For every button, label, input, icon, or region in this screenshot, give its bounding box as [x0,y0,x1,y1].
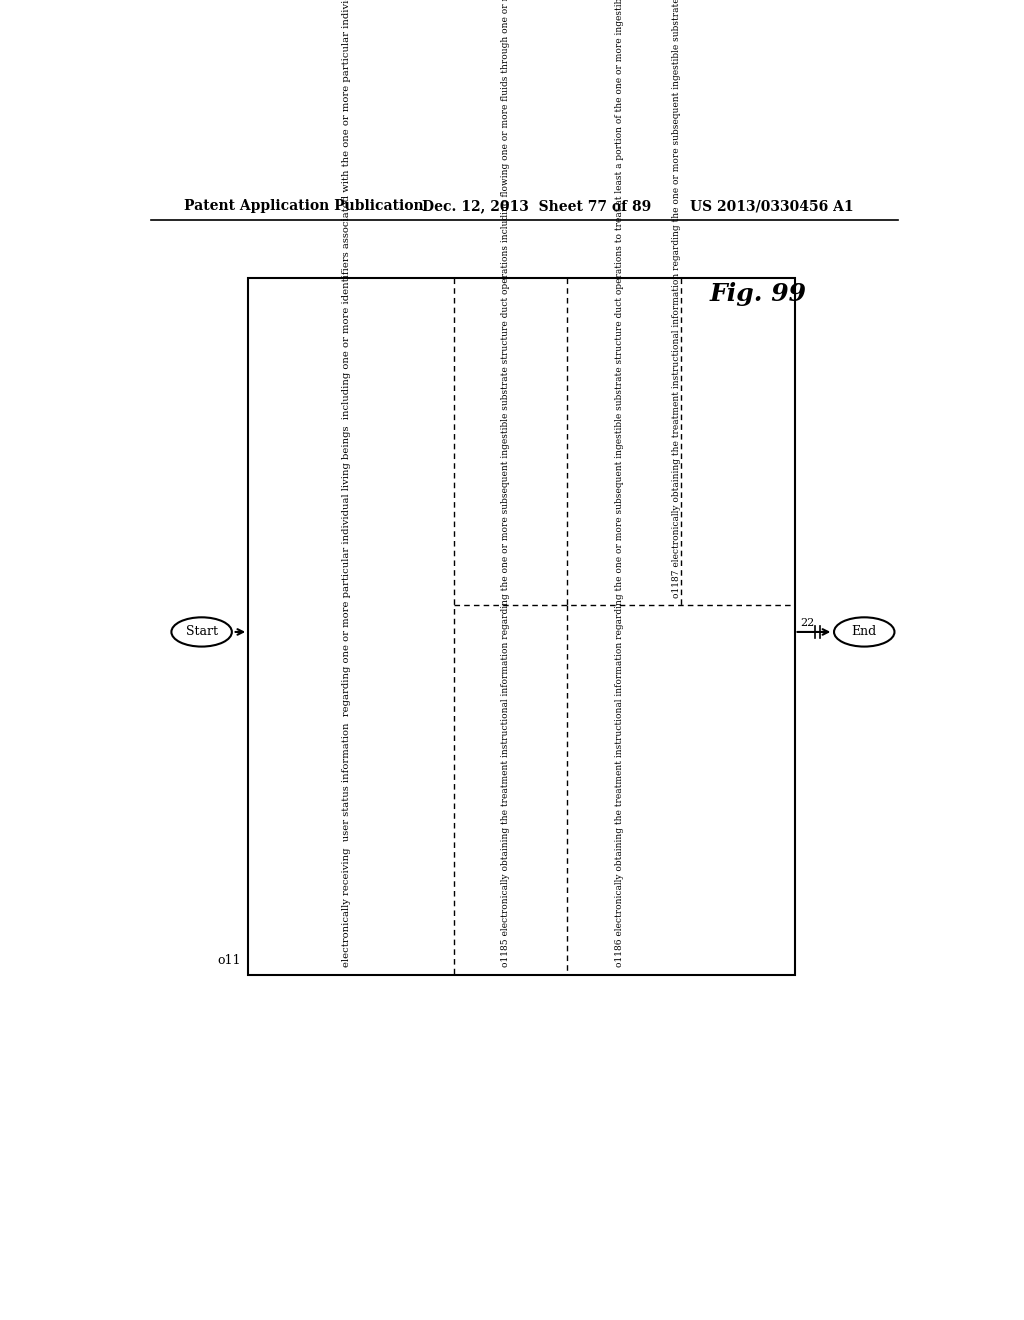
Text: End: End [852,626,877,639]
Text: 22: 22 [801,618,815,628]
Text: o1187 electronically obtaining the treatment instructional information regarding: o1187 electronically obtaining the treat… [672,0,681,598]
Text: o1185 electronically obtaining the treatment instructional information regarding: o1185 electronically obtaining the treat… [502,0,510,966]
Text: o1186 electronically obtaining the treatment instructional information regarding: o1186 electronically obtaining the treat… [615,0,624,966]
Text: Fig. 99: Fig. 99 [710,282,806,306]
Text: electronically receiving  user status information  regarding one or more particu: electronically receiving user status inf… [342,0,351,966]
Text: o11: o11 [217,954,241,966]
Text: Start: Start [185,626,218,639]
Text: US 2013/0330456 A1: US 2013/0330456 A1 [690,199,853,213]
Text: Patent Application Publication: Patent Application Publication [183,199,424,213]
Text: Dec. 12, 2013  Sheet 77 of 89: Dec. 12, 2013 Sheet 77 of 89 [423,199,651,213]
